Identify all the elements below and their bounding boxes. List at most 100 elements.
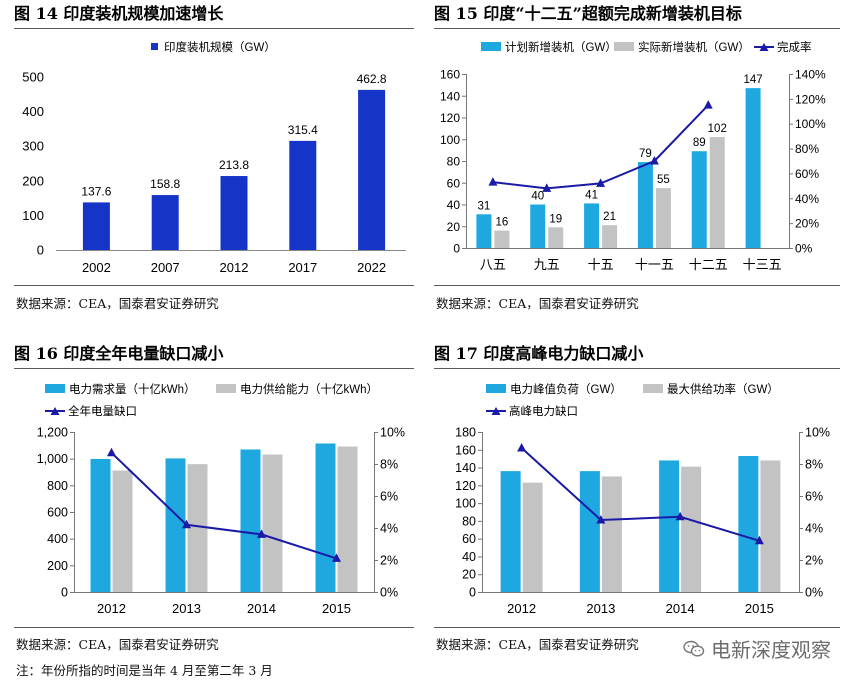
fig15-y2tick-label: 0% (795, 242, 813, 256)
fig17-xtick-label: 2012 (507, 601, 536, 616)
fig14-source: 数据来源：CEA，国泰君安证券研究 (16, 296, 219, 311)
fig14-legend-label: 印度装机规模（GW） (164, 40, 276, 54)
fig16-bar-series2 (337, 446, 358, 592)
fig15-y2tick-label: 20% (795, 217, 819, 231)
fig15-legend-label: 实际新增装机（GW） (638, 40, 750, 54)
fig15-data-label-series2: 19 (549, 213, 562, 225)
fig17-legend-label: 最大供给功率（GW） (667, 382, 779, 396)
fig17-bar-series1 (579, 471, 600, 592)
fig15-data-label-series2: 16 (496, 217, 509, 229)
fig17-xtick-label: 2013 (586, 601, 615, 616)
fig17-xtick-label: 2015 (745, 601, 774, 616)
fig15-xtick-label: 十五 (588, 257, 614, 272)
fig17-bar-series2 (681, 466, 702, 592)
fig16-title: 图 16 印度全年电量缺口减小 (14, 344, 224, 363)
fig17-bottom-rule (434, 627, 840, 628)
fig15-title-rule (434, 28, 840, 29)
fig14-bar (151, 195, 179, 250)
fig15-ytick-label: 100 (440, 133, 460, 147)
fig16-xtick-label: 2012 (97, 601, 126, 616)
fig17-ytick-label: 40 (462, 550, 476, 564)
fig17-panel: 图 17 印度高峰电力缺口减小 电力峰值负荷（GW） 最大供给功率（GW） 高峰电力… (434, 340, 840, 685)
fig15-data-label-series2: 21 (603, 211, 616, 223)
fig15-y2tick-label: 140% (795, 68, 826, 82)
fig17-ytick-label: 140 (455, 461, 476, 475)
fig15-line-marker (488, 177, 498, 186)
fig17-y2tick-label: 6% (805, 490, 823, 504)
fig17-y2tick-label: 2% (805, 554, 823, 568)
fig15-ytick-label: 80 (447, 155, 461, 169)
fig17-legend-label: 高峰电力缺口 (509, 404, 578, 418)
fig15-ytick-label: 0 (453, 242, 460, 256)
fig16-panel: 图 16 印度全年电量缺口减小 电力需求量（十亿kWh） 电力供给能力（十亿kWh… (14, 340, 414, 685)
fig15-chart: 计划新增装机（GW） 实际新增装机（GW） 完成率 0 20 40 60 80 100 120 14… (440, 40, 826, 272)
fig14-ytick-label: 400 (22, 104, 44, 119)
fig15-line-marker (649, 156, 659, 165)
fig17-y2tick-label: 10% (805, 426, 830, 440)
fig14-chart: 印度装机规模（GW） 0 100 200 300 400 500 137.6 2002 158.8… (22, 40, 406, 275)
fig15-bar-series1 (637, 162, 653, 248)
fig15-y2tick-label: 100% (795, 117, 826, 131)
fig14-data-label: 158.8 (150, 177, 180, 191)
fig15-ytick-label: 60 (447, 176, 461, 190)
fig15-xtick-label: 十三五 (743, 257, 782, 272)
fig15-data-label-series1: 40 (531, 191, 544, 203)
fig15-ytick-label: 160 (440, 68, 460, 82)
fig15-bar-series2 (548, 227, 564, 248)
fig16-bar-series1 (90, 458, 111, 592)
fig16-line-marker (107, 447, 116, 457)
fig15-bar-series2 (709, 137, 725, 248)
fig14-data-label: 315.4 (288, 123, 318, 137)
fig17-legend-label: 电力峰值负荷（GW） (510, 382, 622, 396)
fig15-y2tick-label: 120% (795, 92, 826, 106)
fig16-y2tick-label: 10% (380, 426, 405, 440)
fig15-bar-series1 (530, 204, 546, 248)
fig16-bar-series2 (187, 464, 208, 592)
fig17-line-marker (596, 515, 606, 524)
fig14-bar (220, 176, 248, 250)
fig15-data-label-series1: 79 (639, 148, 652, 160)
fig15-line-marker (703, 100, 713, 109)
fig17-bar-series2 (601, 476, 622, 592)
fig15-data-label-series1: 41 (585, 189, 598, 201)
fig17-title-rule (434, 368, 840, 369)
fig16-y2tick-label: 6% (380, 490, 398, 504)
fig16-line-series3 (110, 452, 337, 560)
fig16-y2tick-label: 2% (380, 554, 398, 568)
fig16-legend-marker (50, 407, 60, 415)
fig17-line-series3 (520, 447, 760, 542)
fig15-legend-label: 完成率 (777, 40, 812, 54)
fig17-y2tick-label: 4% (805, 522, 823, 536)
fig16-legend-label: 电力需求量（十亿kWh） (69, 382, 196, 396)
fig14-legend-swatch (151, 43, 158, 50)
fig14-xtick-label: 2022 (357, 260, 386, 275)
fig17-line-marker (675, 511, 685, 521)
fig14-bottom-rule (14, 285, 414, 286)
fig17-bar-series2 (522, 482, 543, 592)
fig14-bar (82, 202, 110, 250)
fig17-y2tick-label: 8% (805, 458, 823, 472)
fig16-ytick-label: 200 (47, 559, 68, 573)
fig14-title-rule (14, 28, 414, 29)
fig16-bottom-rule (14, 627, 414, 628)
fig16-chart: 电力需求量（十亿kWh） 电力供给能力（十亿kWh） 全年电量缺口 0 200 400 60… (37, 382, 405, 616)
fig15-y2tick-label: 80% (795, 142, 819, 156)
fig14-xtick-label: 2007 (151, 260, 180, 275)
fig16-bar-series2 (262, 454, 283, 592)
fig17-bar-series1 (659, 460, 680, 592)
fig14-ytick-label: 300 (22, 139, 44, 154)
fig15-ytick-label: 20 (447, 220, 461, 234)
fig14-ytick-label: 500 (22, 70, 44, 85)
fig15-bottom-rule (434, 285, 840, 286)
fig17-bar-series1 (500, 471, 521, 592)
fig17-bar-series1 (738, 456, 759, 592)
fig14-ytick-label: 200 (22, 173, 44, 188)
fig16-legend-swatch (45, 384, 65, 393)
fig15-ytick-label: 40 (447, 198, 461, 212)
fig17-legend-swatch (643, 384, 663, 393)
fig16-legend-swatch (216, 384, 236, 393)
fig15-data-label-series2: 102 (708, 123, 727, 135)
fig14-ytick-label: 0 (37, 243, 44, 258)
fig14-xtick-label: 2012 (220, 260, 249, 275)
fig17-legend-swatch (486, 384, 506, 393)
